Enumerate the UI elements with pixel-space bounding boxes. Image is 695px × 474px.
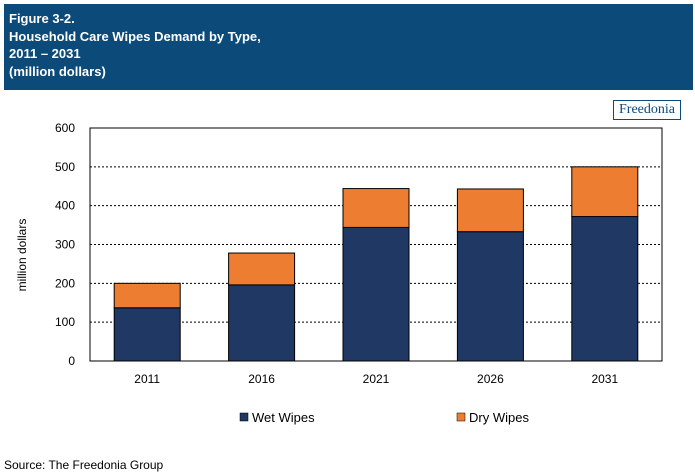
bar-wet-wipes [571, 216, 639, 362]
x-tick-label: 2031 [591, 372, 618, 386]
y-tick-label: 200 [55, 276, 75, 290]
bar-dry-wipes [456, 188, 524, 233]
y-tick-label: 0 [68, 354, 75, 368]
y-tick-labels: 0 100 200 300 400 500 600 [55, 121, 75, 368]
figure-header: Figure 3-2. Household Care Wipes Demand … [4, 4, 693, 90]
bar-dry-wipes [113, 282, 181, 309]
y-tick-label: 500 [55, 160, 75, 174]
x-tick-label: 2021 [363, 372, 390, 386]
bar-wet-wipes [113, 307, 181, 362]
figure-years: 2011 – 2031 [9, 46, 81, 61]
figure-title: Household Care Wipes Demand by Type, [9, 28, 261, 44]
figure-units: (million dollars) [9, 63, 106, 79]
bar-dry-wipes [342, 188, 410, 228]
figure-number: Figure 3-2. [9, 11, 75, 26]
x-tick-label: 2011 [134, 372, 160, 386]
y-tick-label: 400 [55, 199, 75, 213]
legend-swatch [239, 412, 249, 422]
freedonia-logo: Freedonia [613, 100, 681, 120]
y-tick-label: 100 [55, 315, 75, 329]
bar-dry-wipes [571, 166, 639, 218]
x-tick-label: 2016 [248, 372, 275, 386]
legend-label: Dry Wipes [469, 410, 529, 425]
plot-frame [89, 127, 663, 362]
x-tick-labels: 2011 2016 2021 2026 2031 [134, 372, 618, 386]
bar-wet-wipes [228, 284, 296, 362]
legend: Wet Wipes Dry Wipes [239, 410, 529, 425]
bar-wet-wipes [456, 231, 524, 362]
legend-swatch [456, 412, 466, 422]
bar-dry-wipes [228, 252, 296, 286]
bars [113, 166, 639, 362]
x-tick-label: 2026 [477, 372, 504, 386]
bar-wet-wipes [342, 226, 410, 362]
y-axis-label: million dollars [15, 219, 29, 292]
y-tick-label: 600 [55, 121, 75, 135]
source-note: Source: The Freedonia Group [4, 458, 164, 472]
legend-label: Wet Wipes [252, 410, 315, 425]
axes [89, 127, 663, 362]
y-tick-label: 300 [55, 238, 75, 252]
